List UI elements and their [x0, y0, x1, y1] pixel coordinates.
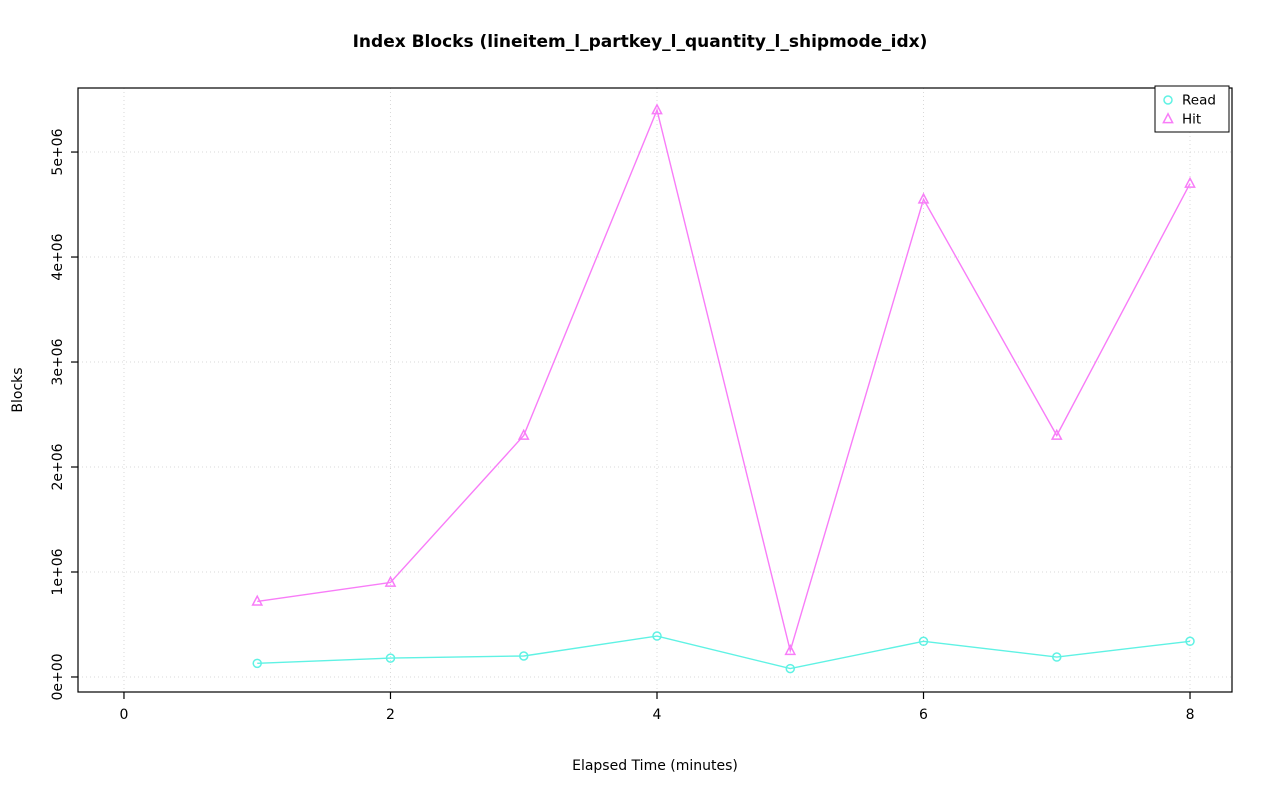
marker-hit: [251, 594, 264, 606]
x-axis-label: Elapsed Time (minutes): [572, 758, 738, 774]
y-tick-label: 5e+06: [50, 128, 66, 175]
x-tick-label: 8: [1186, 707, 1195, 723]
legend-marker-read: [1163, 95, 1173, 105]
series-line-read: [257, 635, 1191, 670]
y-tick-label: 2e+06: [50, 443, 66, 490]
legend-label-hit: Hit: [1182, 112, 1201, 128]
legend-box: [1154, 85, 1230, 133]
legend-label-read: Read: [1182, 93, 1216, 109]
series-line-hit: [257, 107, 1191, 654]
y-tick-label: 1e+06: [50, 548, 66, 595]
marker-read: [1185, 636, 1195, 647]
marker-read: [385, 653, 396, 663]
y-tick-label: 3e+06: [50, 338, 66, 385]
x-tick-label: 4: [653, 707, 662, 723]
x-tick-label: 6: [919, 707, 928, 723]
y-tick-label: 0e+00: [50, 653, 66, 700]
x-tick-label: 0: [120, 707, 129, 723]
y-axis-label: Blocks: [10, 367, 26, 412]
marker-read: [1052, 652, 1062, 662]
marker-read: [252, 658, 262, 669]
y-tick-label: 4e+06: [50, 233, 66, 280]
marker-hit: [384, 575, 397, 587]
legend-marker-hit: [1162, 112, 1174, 124]
marker-hit: [784, 643, 797, 656]
marker-read: [518, 651, 529, 661]
marker-read: [785, 663, 796, 674]
marker-hit: [917, 192, 930, 204]
marker-read: [652, 631, 662, 641]
marker-hit: [517, 428, 530, 440]
plot-box: [77, 87, 1233, 693]
marker-hit: [651, 103, 663, 115]
marker-hit: [1050, 428, 1063, 440]
marker-read: [918, 636, 929, 647]
chart-title: Index Blocks (lineitem_l_partkey_l_quant…: [352, 32, 928, 52]
marker-hit: [1184, 176, 1196, 188]
x-tick-label: 2: [386, 707, 395, 723]
